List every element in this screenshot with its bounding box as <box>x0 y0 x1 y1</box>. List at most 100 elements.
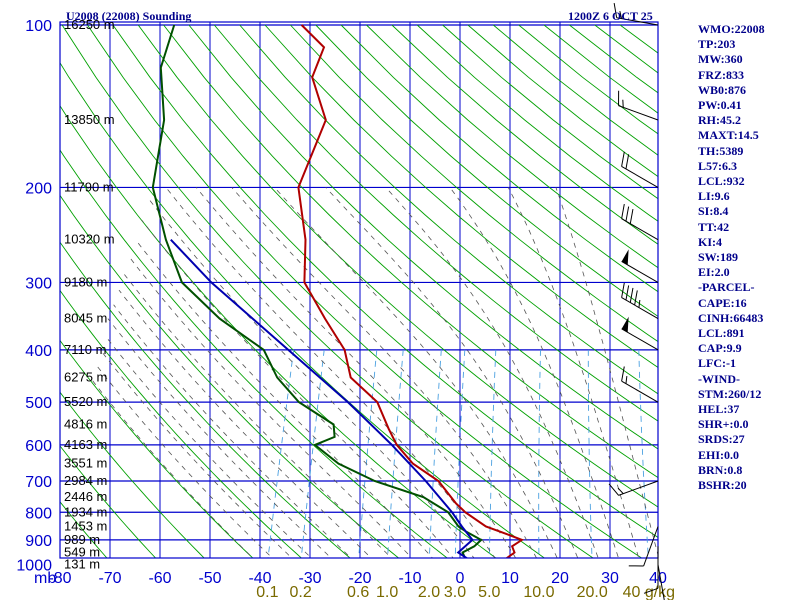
pressure-axis-label: mb <box>34 570 56 587</box>
pressure-tick-label: 500 <box>25 395 52 412</box>
index-line: -PARCEL- <box>698 280 755 295</box>
dry-adiabat <box>366 24 658 269</box>
height-label: 3551 m <box>64 456 107 471</box>
temperature-tick-label: -30 <box>298 570 321 587</box>
height-label: 1453 m <box>64 518 107 533</box>
index-line: PW:0.41 <box>698 98 742 113</box>
wind-barb <box>613 2 659 26</box>
grid-layer <box>60 22 658 558</box>
height-label: 2984 m <box>64 473 107 488</box>
height-label: 6275 m <box>64 369 107 384</box>
height-label: 1934 m <box>64 504 107 519</box>
index-line: MW:360 <box>698 52 743 67</box>
index-line: CAP:9.9 <box>698 341 742 356</box>
dry-adiabat <box>60 149 448 558</box>
index-line: BRN:0.8 <box>698 462 743 477</box>
dry-adiabat <box>60 445 157 558</box>
wind-barb-pennant <box>621 316 629 333</box>
dry-adiabat <box>60 104 497 558</box>
mixing-ratio-line <box>638 349 649 558</box>
index-line: SI:8.4 <box>698 204 729 219</box>
height-label: 11790 m <box>64 179 114 194</box>
mixing-ratio-line <box>538 349 541 558</box>
dry-adiabat <box>315 24 658 317</box>
wind-barb <box>621 316 659 351</box>
pressure-tick-label: 200 <box>25 180 52 197</box>
index-line: SRDS:27 <box>698 432 745 447</box>
index-line: BSHR:20 <box>698 478 747 493</box>
dry-adiabat <box>239 24 658 395</box>
dry-adiabat <box>213 24 658 422</box>
temperature-tick-label: 10 <box>501 570 519 587</box>
moist-adiabat <box>325 187 579 558</box>
wind-barb-shaft <box>618 105 659 121</box>
wind-barb-half-feather <box>619 11 623 19</box>
dry-adiabat <box>163 24 658 479</box>
stability-indices-panel: WMO:22008 TP:203 MW:360 FRZ:833 WB0:876 PW:0.… <box>698 22 798 493</box>
index-line: LCL:932 <box>698 174 745 189</box>
moist-adiabat <box>141 219 454 558</box>
wind-barb <box>621 366 659 403</box>
wind-barb-feather <box>621 282 625 298</box>
moist-adiabat <box>231 187 537 558</box>
dry-adiabat <box>340 24 658 293</box>
temperature-tick-label: 30 <box>601 570 619 587</box>
wind-barb-shaft <box>618 480 659 496</box>
wind-barb <box>621 204 659 241</box>
wind-barb <box>608 480 659 496</box>
temperature-tick-label: -80 <box>48 570 71 587</box>
index-line: TP:203 <box>698 37 736 52</box>
wind-barb <box>621 282 659 319</box>
wind-barb-half-feather <box>625 376 628 384</box>
wind-barb-shaft <box>621 380 659 403</box>
moist-adiabat <box>148 198 475 558</box>
index-line: EI:2.0 <box>698 265 730 280</box>
index-line: CINH:66483 <box>698 310 764 325</box>
dry-adiabat <box>60 391 205 558</box>
dry-adiabat <box>112 24 658 538</box>
mixing-ratio-line <box>428 349 442 558</box>
mixing-ratio-label: 2.0 <box>418 584 440 600</box>
wind-barb-feather <box>625 154 630 170</box>
moist-adiabat <box>135 239 433 558</box>
moist-adiabat <box>124 274 392 558</box>
wind-barb-half-feather <box>638 299 641 308</box>
moist-adiabat <box>113 304 352 558</box>
dry-adiabat <box>290 24 658 343</box>
moist-adiabat <box>129 257 413 558</box>
mixing-ratio-line <box>454 349 466 558</box>
index-line: TT:42 <box>698 219 730 234</box>
mixing-ratio-line <box>267 349 295 558</box>
height-label: 10320 m <box>64 232 115 247</box>
dry-adiabat <box>60 194 400 558</box>
mixing-ratio-line <box>387 349 404 558</box>
wind-barb <box>628 526 659 567</box>
height-label: 9180 m <box>64 274 107 289</box>
height-label: 7110 m <box>64 342 106 357</box>
temperature-tick-label: -70 <box>98 570 121 587</box>
wind-barb-half-feather <box>617 487 624 494</box>
station-title: U2008 (22008) Sounding <box>66 9 191 23</box>
index-line: CAPE:16 <box>698 295 747 310</box>
wind-barb-feather <box>625 206 630 222</box>
dewpoint-curve <box>151 24 483 558</box>
height-label: 2446 m <box>64 489 107 504</box>
index-line: FRZ:833 <box>698 67 744 82</box>
moist-adiabat <box>89 377 254 558</box>
dry-adiabat <box>188 24 658 450</box>
temperature-curve <box>297 24 525 558</box>
sounding-time: 1200Z 6 OCT 25 <box>568 9 653 23</box>
index-line: MAXT:14.5 <box>698 128 759 143</box>
temperature-tick-label: 0 <box>456 570 465 587</box>
dry-adiabat <box>87 24 643 558</box>
moist-adiabat <box>97 366 273 558</box>
moist-adiabat <box>99 349 293 558</box>
height-label: 549 m <box>64 545 100 560</box>
height-label: 131 m <box>64 557 100 572</box>
wind-barb-shaft <box>657 564 665 600</box>
wind-barb-shaft <box>621 261 659 283</box>
wind-barb-feather <box>629 209 634 224</box>
dry-adiabat <box>60 289 303 558</box>
index-line: WB0:876 <box>698 82 746 97</box>
